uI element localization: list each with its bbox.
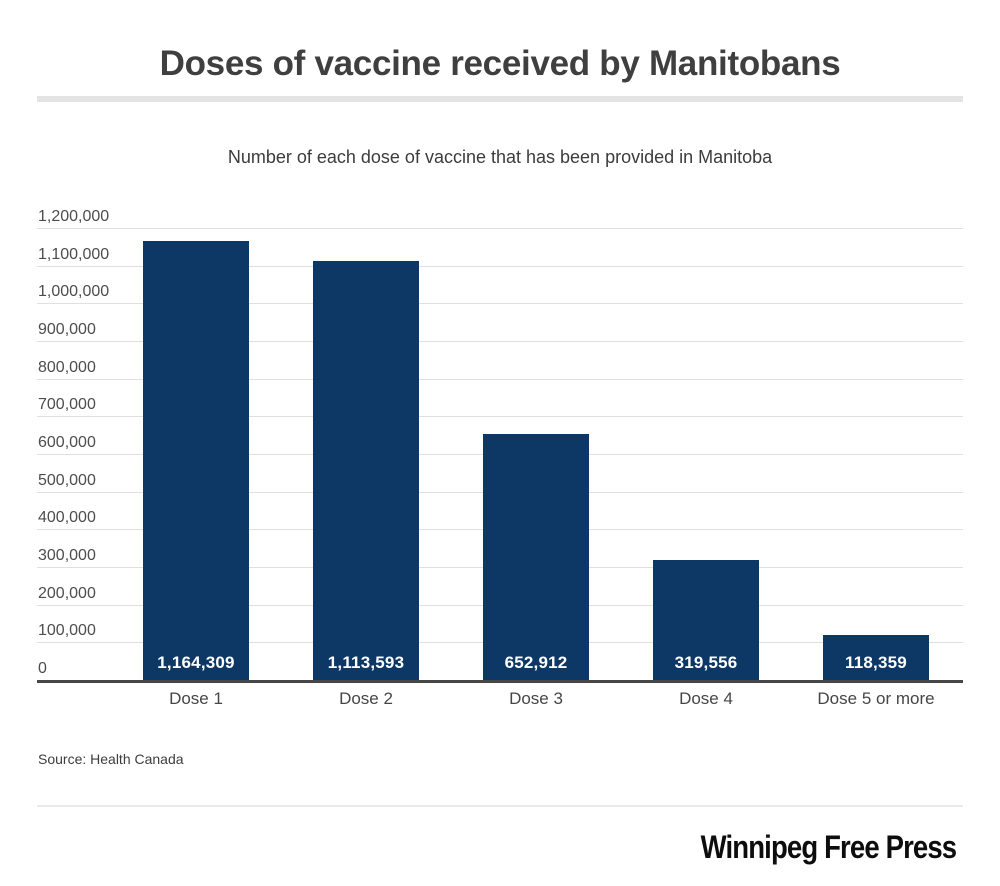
bar-value-label: 319,556 <box>674 653 738 672</box>
x-category-label: Dose 4 <box>679 689 733 708</box>
y-tick-label: 100,000 <box>38 622 96 640</box>
gridline <box>37 378 963 380</box>
bar-dose-5-or-more: 118,359 <box>823 635 929 680</box>
bar-value-label: 118,359 <box>845 653 907 672</box>
bar-dose-1: 1,164,309 <box>143 241 249 680</box>
y-tick-label: 500,000 <box>38 471 96 489</box>
y-tick-label: 700,000 <box>38 396 96 414</box>
y-tick-label: 800,000 <box>38 358 96 376</box>
chart-subtitle: Number of each dose of vaccine that has … <box>227 147 773 167</box>
bar-value-label: 1,164,309 <box>157 653 235 672</box>
gridline <box>37 303 963 305</box>
brand-logo: Winnipeg Free Press <box>700 829 956 865</box>
gridline <box>37 265 963 267</box>
y-tick-label: 600,000 <box>38 434 96 451</box>
x-axis-line <box>37 680 963 683</box>
y-tick-label: 400,000 <box>38 509 96 527</box>
x-category-label: Dose 1 <box>169 689 223 708</box>
y-tick-label: 1,200,000 <box>38 208 110 225</box>
y-tick-label: 0 <box>38 660 47 677</box>
bar-value-label: 652,912 <box>504 653 568 672</box>
y-tick-label: 200,000 <box>38 584 96 602</box>
y-tick-label: 300,000 <box>38 547 96 564</box>
gridline <box>37 416 963 418</box>
y-tick-label: 1,000,000 <box>38 283 110 301</box>
bar-dose-3: 652,912 <box>483 434 589 680</box>
footer-divider <box>37 805 963 807</box>
bar-dose-4: 319,556 <box>653 560 759 680</box>
bar-dose-2: 1,113,593 <box>313 261 419 680</box>
y-tick-label: 1,100,000 <box>38 245 110 263</box>
bar-chart-plot-area: 1,200,000 1,100,000 1,000,000 900,000 800,00… <box>37 208 963 730</box>
x-category-label: Dose 3 <box>509 689 563 708</box>
x-category-label: Dose 5 or more <box>817 689 935 708</box>
bar-value-label: 1,113,593 <box>327 653 405 672</box>
title-divider <box>37 96 963 102</box>
gridline <box>37 228 963 229</box>
chart-title: Doses of vaccine received by Manitobans <box>159 44 841 83</box>
source-note: Source: Health Canada <box>38 751 184 767</box>
y-tick-label: 900,000 <box>38 321 96 338</box>
gridline <box>37 341 963 342</box>
x-category-label: Dose 2 <box>339 689 393 708</box>
